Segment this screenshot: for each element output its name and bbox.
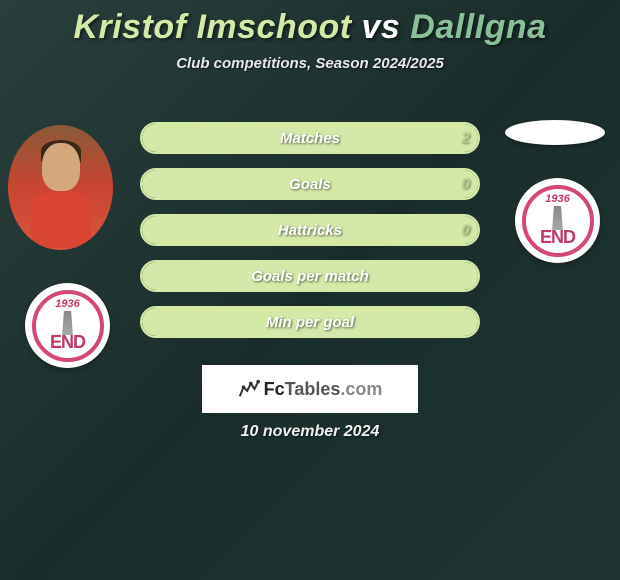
club-badge-icon: 1936 END [25,283,110,368]
badge-year: 1936 [545,193,569,205]
player1-column [8,125,113,250]
badge-year: 1936 [55,298,79,310]
club-badge-icon: 1936 END [515,178,600,263]
brand-plate: FcTables.com [202,365,418,413]
subtitle: Club competitions, Season 2024/2025 [0,55,620,72]
avatar-head [42,143,80,191]
player1-club-badge: 1936 END [25,283,110,368]
player2-name: DallIgna [410,8,546,46]
badge-text: END [50,332,85,353]
stat-value-left: 0 [462,176,470,193]
comparison-title: Kristof Imschoot vs DallIgna [0,0,620,47]
stat-label: Goals [289,176,331,193]
stat-bar-min-per-goal: Min per goal [140,306,480,338]
badge-text: END [540,227,575,248]
stat-label: Goals per match [251,268,369,285]
stats-container: Matches 2 Goals 0 Hattricks 0 Goals per … [140,122,480,352]
stat-bar-goals: Goals 0 [140,168,480,200]
stat-bar-matches: Matches 2 [140,122,480,154]
stat-bar-goals-per-match: Goals per match [140,260,480,292]
date-text: 10 november 2024 [0,423,620,441]
player1-avatar [8,125,113,250]
brand-tables: Tables [285,379,341,399]
stat-label: Min per goal [266,314,354,331]
avatar-body [31,193,91,248]
vs-text: vs [362,8,401,46]
player1-name: Kristof Imschoot [73,8,351,46]
stat-label: Hattricks [278,222,342,239]
stat-bar-hattricks: Hattricks 0 [140,214,480,246]
fctables-logo-icon [238,378,260,400]
stat-value-left: 0 [462,222,470,239]
brand-text: FcTables.com [264,379,383,400]
club-badge-inner: 1936 END [32,290,104,362]
brand-com: .com [340,379,382,399]
brand-fc: Fc [264,379,285,399]
club-badge-inner: 1936 END [522,185,594,257]
stat-value-left: 2 [462,130,470,147]
player2-column [505,120,605,145]
player2-avatar [505,120,605,145]
stat-label: Matches [280,130,340,147]
player2-club-badge: 1936 END [515,178,600,263]
